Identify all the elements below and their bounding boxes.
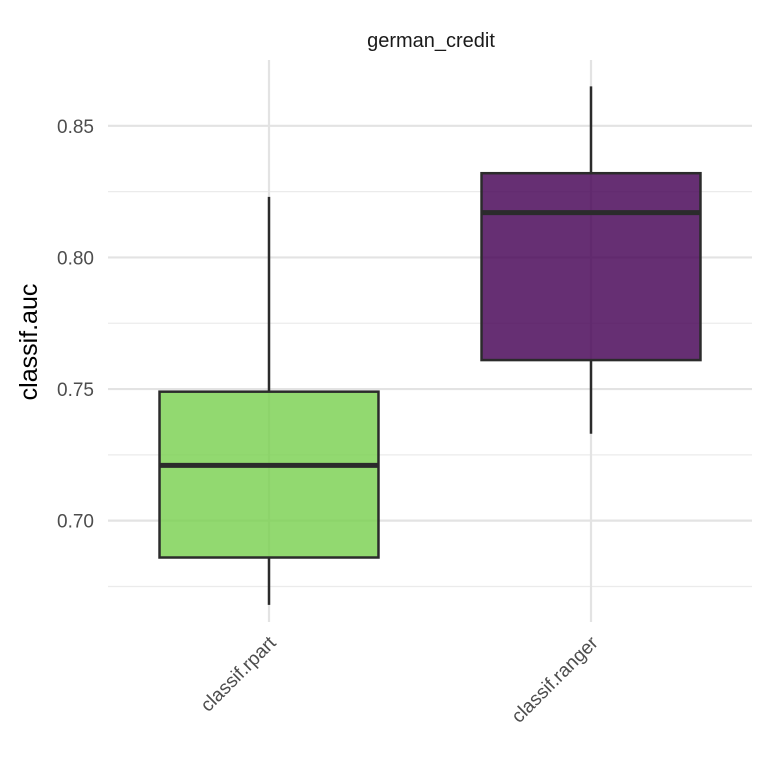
y-tick-label: 0.80 — [57, 248, 94, 269]
box-iqr — [482, 173, 701, 360]
box-iqr — [160, 392, 379, 558]
y-tick-label: 0.85 — [57, 117, 94, 138]
y-tick-label: 0.70 — [57, 512, 94, 533]
y-tick-label: 0.75 — [57, 380, 94, 401]
y-axis-title: classif.auc — [15, 284, 43, 401]
facet-strip-title: german_credit — [367, 30, 495, 52]
